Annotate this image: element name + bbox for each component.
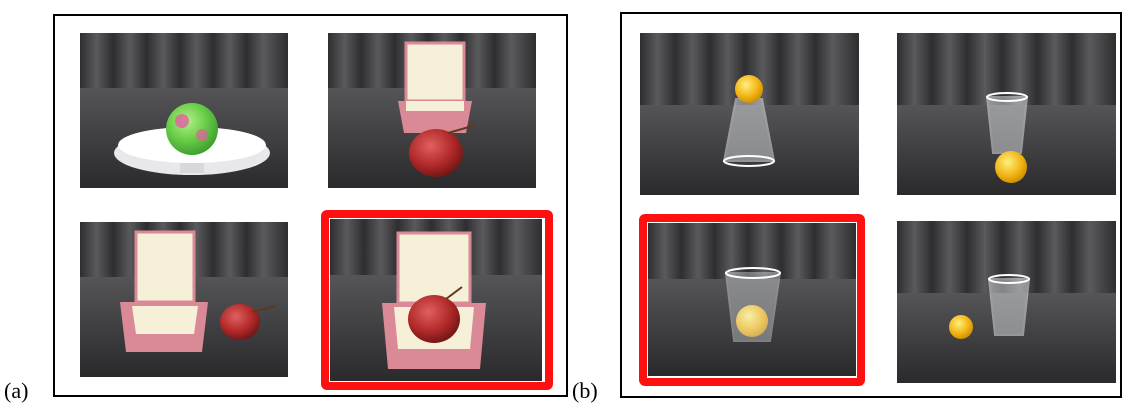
photo-apple-in-front-of-box[interactable] [328,33,536,188]
photo-apple-in-box[interactable] [330,219,542,381]
photo-ball-beside-cup[interactable] [897,221,1116,383]
photo-ball-in-front-of-cup[interactable] [897,33,1116,195]
panel-a-label: (a) [4,378,29,403]
photo-ball-on-top-of-cup[interactable] [640,33,859,195]
selected-photo-highlight-a [321,210,553,390]
panel-b-label: (b) [572,378,598,403]
photo-apple-beside-box[interactable] [80,222,288,377]
selected-photo-highlight-b [639,214,865,386]
photo-ball-in-cup[interactable] [648,223,856,376]
photo-ball-in-bowl[interactable] [80,33,288,188]
